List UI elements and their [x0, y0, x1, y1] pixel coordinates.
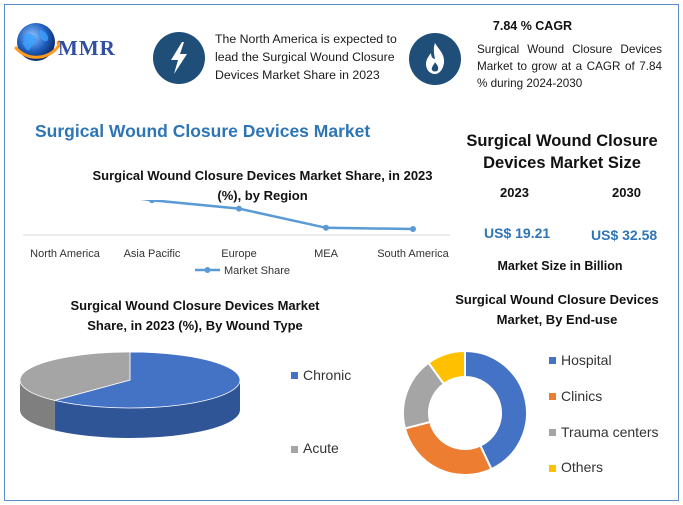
market-size-note: Market Size in Billion [497, 259, 623, 273]
year-2030-label: 2030 [612, 185, 641, 200]
legend-swatch-chronic [291, 372, 298, 379]
pie-slice-chronic [54, 351, 241, 409]
end-use-chart-title: Surgical Wound Closure Devices Market, B… [455, 292, 659, 327]
globe-icon [14, 23, 62, 61]
point-mea [323, 224, 329, 231]
cagr-title: 7.84 % CAGR [492, 19, 573, 33]
mmr-logo: MMR [12, 14, 136, 72]
cagr-callout-text: Surgical Wound Closure Devices Market to… [477, 43, 662, 90]
region-callout-text: The North America is expected to lead th… [215, 32, 397, 82]
legend-swatch-acute [291, 446, 298, 453]
legend-swatch-others [549, 465, 556, 472]
donut-slice-clinics [403, 420, 493, 476]
value-2030: US$ 32.58 [591, 227, 658, 243]
legend-label-others: Others [561, 459, 604, 475]
legend-label-hospital: Hospital [561, 352, 612, 368]
x-tick-asia-pacific: Asia Pacific [124, 248, 181, 260]
x-tick-north-america: North America [30, 248, 101, 260]
legend-marker [204, 267, 211, 273]
region-line-chart: North America Asia Pacific Europe MEA South … [23, 200, 450, 277]
market-share-series-line [140, 200, 414, 231]
end-use-donut-chart [402, 349, 528, 476]
year-2023-label: 2023 [500, 185, 529, 200]
wound-type-3d-pie [19, 351, 241, 438]
legend-swatch-clinics [549, 393, 556, 400]
lightning-icon [153, 32, 205, 84]
legend-swatch-hospital [549, 357, 556, 364]
point-europe [236, 205, 242, 212]
legend-label-chronic: Chronic [303, 367, 352, 383]
legend-label-acute: Acute [303, 440, 339, 456]
infographic-frame [4, 4, 679, 501]
pie-slice-acute [19, 351, 131, 401]
legend-label-clinics: Clinics [561, 388, 603, 404]
legend-label-trauma-centers: Trauma centers [561, 424, 659, 440]
legend-swatch-trauma-centers [549, 429, 556, 436]
donut-slice-hospital [464, 349, 528, 471]
x-tick-south-america: South America [377, 248, 449, 260]
point-south-america [410, 226, 416, 232]
market-size-title: Surgical Wound Closure Devices Market Si… [466, 132, 658, 172]
logo-text: MMR [58, 36, 116, 60]
region-chart-title: Surgical Wound Closure Devices Market Sh… [92, 168, 433, 203]
value-2023: US$ 19.21 [484, 225, 551, 241]
page-title: Surgical Wound Closure Devices Market [35, 121, 371, 141]
flame-icon [409, 33, 461, 85]
line-legend: Market Share [195, 265, 290, 277]
wound-type-chart-title: Surgical Wound Closure Devices Market Sh… [70, 298, 320, 333]
pie-side-chronic [54, 380, 241, 438]
x-tick-mea: MEA [314, 248, 339, 260]
pie-side-acute [20, 380, 55, 431]
x-tick-europe: Europe [221, 248, 256, 260]
legend-series-name: Market Share [224, 265, 290, 277]
point-asia-pacific [149, 200, 155, 204]
donut-slice-others [427, 349, 466, 386]
